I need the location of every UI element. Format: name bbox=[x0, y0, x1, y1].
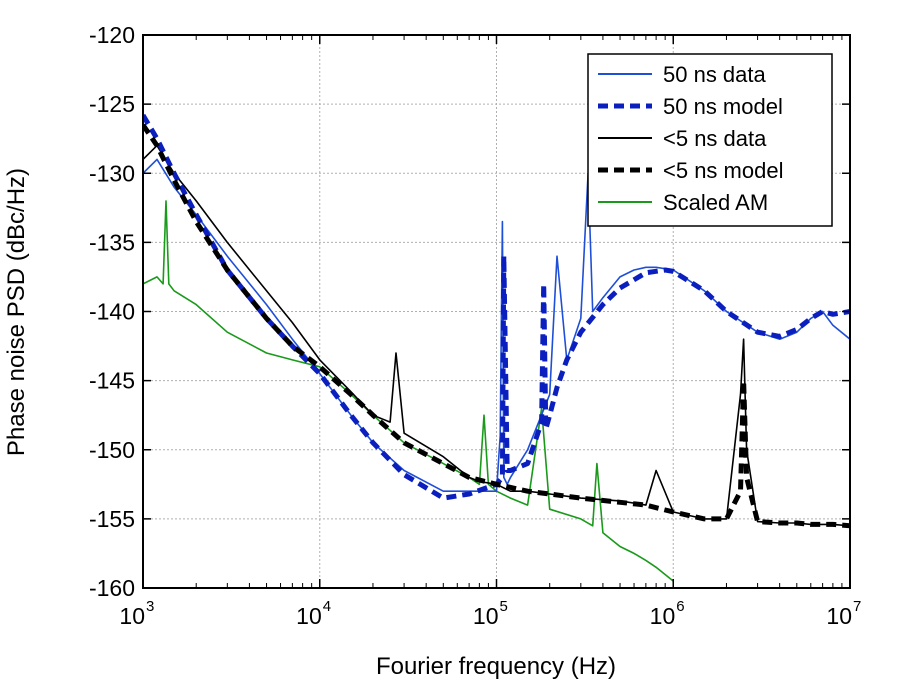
y-tick-label: -150 bbox=[89, 437, 135, 463]
legend-label-1: 50 ns model bbox=[663, 94, 783, 119]
legend-box bbox=[587, 53, 833, 227]
y-tick-label: -155 bbox=[89, 506, 135, 532]
y-tick-label: -145 bbox=[89, 368, 135, 394]
y-axis-label: Phase noise PSD (dBc/Hz) bbox=[3, 168, 30, 456]
legend-label-3: <5 ns model bbox=[663, 158, 783, 183]
grid-lines bbox=[143, 35, 850, 588]
y-tick-label: -135 bbox=[89, 229, 135, 255]
x-tick-label-exponent: 4 bbox=[323, 598, 331, 615]
series-line-4 bbox=[143, 200, 674, 582]
y-tick-label: -160 bbox=[89, 575, 135, 601]
x-tick-label-base: 10 bbox=[826, 603, 852, 629]
legend-label-2: <5 ns data bbox=[663, 126, 767, 151]
x-tick-label-exponent: 7 bbox=[853, 598, 861, 615]
x-tick-label-base: 10 bbox=[296, 603, 322, 629]
x-tick-label-exponent: 6 bbox=[676, 598, 684, 615]
x-tick-label-base: 10 bbox=[650, 603, 676, 629]
legend: 50 ns data 50 ns model <5 ns data <5 ns mod… bbox=[587, 53, 833, 227]
x-tick-label-exponent: 3 bbox=[146, 598, 154, 615]
legend-label-4: Scaled AM bbox=[663, 190, 768, 215]
y-tick-label: -125 bbox=[89, 91, 135, 117]
x-tick-label-base: 10 bbox=[473, 603, 499, 629]
y-tick-label: -130 bbox=[89, 160, 135, 186]
x-axis-label: Fourier frequency (Hz) bbox=[376, 653, 616, 680]
x-tick-label-exponent: 5 bbox=[500, 598, 508, 615]
series-line-1 bbox=[143, 113, 850, 501]
legend-label-0: 50 ns data bbox=[663, 62, 767, 87]
x-tick-label-base: 10 bbox=[119, 603, 145, 629]
y-tick-label: -120 bbox=[89, 22, 135, 48]
series-lines bbox=[143, 113, 850, 582]
y-tick-label: -140 bbox=[89, 299, 135, 325]
